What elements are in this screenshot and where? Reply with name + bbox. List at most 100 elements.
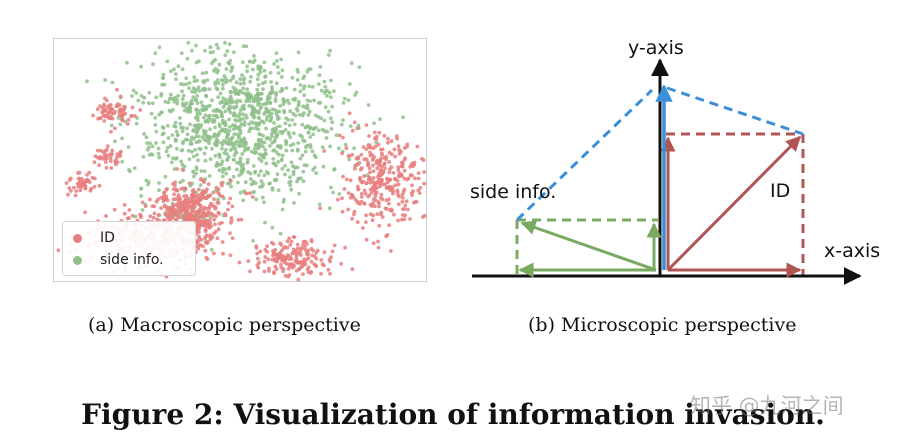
scatter-point [272, 121, 276, 125]
scatter-point [178, 207, 183, 212]
scatter-point [250, 67, 255, 72]
scatter-point [416, 171, 421, 176]
scatter-point [175, 132, 180, 137]
scatter-point [269, 80, 273, 84]
scatter-point [184, 76, 189, 81]
scatter-point [180, 203, 184, 208]
scatter-point [354, 156, 359, 161]
scatter-point [241, 44, 246, 48]
scatter-point [322, 79, 327, 84]
legend-item-side-info: side info. [73, 250, 164, 270]
scatter-point [229, 184, 234, 189]
scatter-point [238, 108, 243, 112]
scatter-point [318, 206, 322, 211]
scatter-point [283, 172, 287, 177]
scatter-point [316, 128, 321, 133]
scatter-point [340, 196, 344, 201]
scatter-point [293, 259, 298, 264]
scatter-point [235, 132, 240, 137]
scatter-point [196, 195, 201, 200]
scatter-point [310, 85, 315, 89]
scatter-point [238, 77, 243, 81]
scatter-point [390, 152, 394, 157]
scatter-point [388, 178, 392, 183]
scatter-point [257, 121, 261, 126]
scatter-point [238, 128, 243, 133]
scatter-point [400, 196, 405, 200]
scatter-point [125, 122, 130, 126]
scatter-point [242, 123, 247, 127]
scatter-point [156, 213, 161, 217]
scatter-point [300, 153, 305, 158]
scatter-point [232, 50, 236, 55]
scatter-point [258, 70, 263, 74]
scatter-point [223, 40, 227, 45]
scatter-point [284, 86, 289, 90]
scatter-point [264, 170, 269, 174]
scatter-point [206, 182, 211, 187]
scatter-point [259, 138, 264, 142]
scatter-point [143, 204, 148, 209]
scatter-point [379, 172, 383, 177]
scatter-point [181, 178, 185, 183]
scatter-point [250, 104, 255, 109]
scatter-point [142, 132, 146, 136]
scatter-point [201, 208, 206, 213]
scatter-point [238, 131, 243, 136]
scatter-point [225, 141, 230, 145]
scatter-point [311, 248, 315, 253]
scatter-point [296, 50, 301, 55]
scatter-point [371, 176, 376, 180]
scatter-point [394, 134, 399, 138]
scatter-point [400, 199, 405, 204]
scatter-point [157, 112, 162, 117]
scatter-point [263, 74, 268, 78]
scatter-point [243, 146, 248, 151]
scatter-point [248, 59, 252, 64]
scatter-point [311, 132, 315, 137]
scatter-point [346, 191, 351, 196]
scatter-point [400, 160, 405, 165]
scatter-point [109, 129, 113, 134]
scatter-point [292, 131, 296, 136]
scatter-point [258, 249, 263, 254]
scatter-point [114, 162, 118, 167]
scatter-point [326, 267, 331, 272]
scatter-point [181, 82, 185, 87]
scatter-point [120, 136, 124, 141]
scatter-point [359, 195, 364, 199]
scatter-point [210, 146, 214, 151]
scatter-point [156, 151, 161, 156]
scatter-point [302, 139, 307, 144]
scatter-point [193, 116, 198, 120]
scatter-point [207, 87, 212, 91]
scatter-point [277, 124, 282, 128]
scatter-point [270, 85, 274, 90]
scatter-point [257, 156, 262, 161]
scatter-point [157, 188, 161, 193]
scatter-point [184, 137, 188, 142]
scatter-point [221, 105, 226, 109]
scatter-point [322, 250, 327, 255]
scatter-point [217, 211, 222, 216]
scatter-point [236, 92, 241, 97]
scatter-point [232, 153, 237, 158]
scatter-point [82, 179, 87, 184]
scatter-point [178, 121, 183, 126]
scatter-point [214, 163, 219, 168]
scatter-point [130, 105, 135, 110]
scatter-point [305, 106, 310, 111]
scatter-point [211, 190, 216, 195]
scatter-point [173, 120, 178, 125]
scatter-point [242, 107, 246, 111]
scatter-point [214, 113, 219, 118]
scatter-point [180, 67, 185, 72]
scatter-point [193, 147, 198, 152]
scatter-point [173, 72, 178, 76]
scatter-point [228, 110, 233, 115]
id-vector-arrow [666, 135, 802, 272]
scatter-point [281, 267, 286, 271]
scatter-point [184, 213, 188, 218]
scatter-point [331, 190, 336, 195]
scatter-point [265, 249, 269, 254]
